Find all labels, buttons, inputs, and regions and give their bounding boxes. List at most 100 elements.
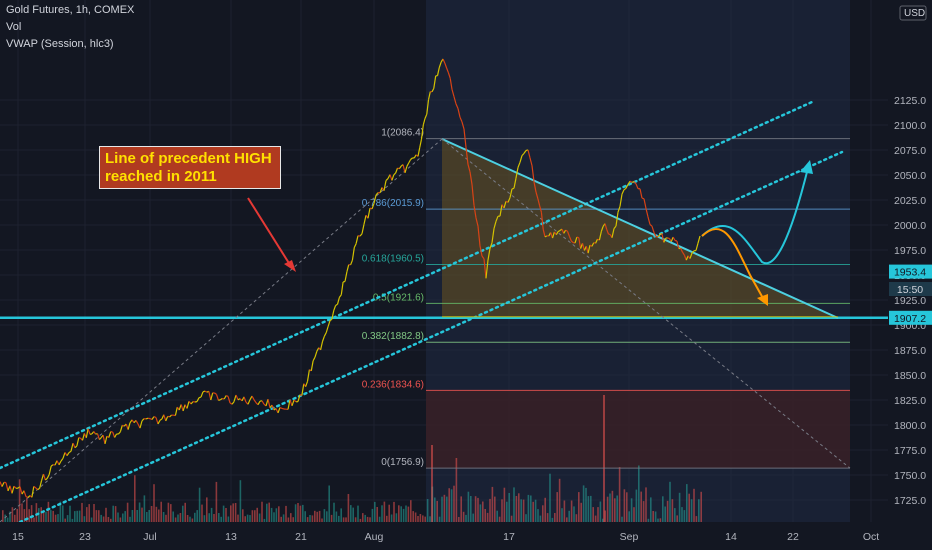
price-segment — [641, 197, 645, 200]
price-segment — [350, 260, 353, 266]
vwap-indicator-label: VWAP (Session, hlc3) — [6, 38, 114, 50]
price-segment — [301, 383, 305, 396]
price-segment — [566, 231, 570, 237]
volume-bar — [496, 510, 498, 522]
volume-bar — [158, 509, 160, 522]
volume-bar — [539, 515, 542, 522]
price-segment — [595, 238, 599, 244]
price-segment — [323, 332, 327, 337]
volume-bar — [177, 514, 179, 522]
price-segment — [420, 124, 424, 140]
volume-indicator-label: Vol — [6, 21, 22, 33]
volume-bar — [182, 505, 184, 522]
price-segment — [598, 231, 602, 241]
volume-bar — [350, 505, 352, 522]
price-segment — [66, 452, 70, 457]
volume-bar — [234, 503, 237, 522]
time-tick-label: Sep — [620, 531, 639, 543]
price-segment — [56, 460, 60, 466]
volume-bar — [563, 500, 566, 522]
price-segment — [459, 116, 463, 123]
price-segment — [657, 234, 661, 238]
price-segment — [235, 394, 239, 401]
volume-bar — [395, 513, 398, 522]
volume-bar — [40, 507, 42, 522]
price-segment — [667, 237, 670, 239]
price-segment — [11, 486, 15, 494]
fib-level-label: 1(2086.4) — [381, 128, 424, 139]
price-segment — [489, 242, 493, 249]
price-segment — [683, 254, 687, 261]
volume-bar — [503, 487, 506, 522]
volume-bar — [455, 458, 458, 522]
price-segment — [578, 237, 582, 249]
volume-bar — [501, 499, 503, 522]
volume-bar — [76, 510, 78, 522]
price-segment — [37, 487, 40, 491]
price-segment — [674, 239, 678, 242]
price-tick-label: 1800.0 — [894, 420, 926, 432]
volume-bar — [352, 507, 354, 522]
price-segment — [531, 165, 535, 182]
price-segment — [344, 271, 348, 282]
price-segment — [293, 399, 297, 403]
volume-bar — [587, 496, 590, 522]
price-segment — [697, 235, 701, 244]
volume-bar — [95, 510, 98, 522]
volume-bar — [184, 502, 186, 522]
volume-bar — [98, 510, 100, 522]
volume-bar — [290, 513, 292, 522]
price-segment — [68, 450, 72, 454]
volume-bar — [604, 510, 606, 522]
volume-bar — [518, 493, 520, 522]
volume-bar — [410, 500, 412, 522]
price-segment — [477, 226, 481, 246]
price-segment — [446, 67, 449, 73]
price-segment — [44, 477, 48, 481]
price-segment — [431, 88, 435, 93]
price-segment — [139, 420, 143, 429]
price-segment — [102, 434, 106, 445]
volume-bar — [477, 497, 479, 522]
time-tick-label: 23 — [79, 531, 91, 543]
volume-bar — [434, 497, 436, 522]
volume-bar — [628, 511, 630, 522]
price-segment — [408, 159, 412, 164]
shaded-zones — [426, 0, 850, 522]
price-segment — [551, 231, 555, 239]
volume-bar — [366, 516, 369, 522]
price-segment — [523, 150, 527, 154]
time-tick-label: 17 — [503, 531, 515, 543]
fib-level-label: 0.618(1960.5) — [362, 254, 424, 265]
price-segment — [5, 482, 9, 492]
price-segment — [422, 118, 426, 126]
volume-bar — [603, 395, 605, 522]
projection-up-path — [701, 167, 809, 265]
volume-bar — [143, 495, 146, 522]
price-segment — [373, 194, 377, 204]
price-segment — [661, 233, 665, 243]
trend-lines — [0, 100, 888, 524]
volume-bar — [659, 518, 662, 522]
volume-bar — [292, 517, 294, 522]
volume-bar — [64, 518, 66, 522]
volume-bar — [522, 499, 525, 522]
volume-bar — [126, 502, 129, 522]
price-segment — [367, 207, 371, 219]
volume-bar — [172, 511, 174, 522]
volume-bar — [206, 497, 208, 522]
price-segment — [533, 181, 537, 193]
price-segment — [186, 401, 190, 409]
price-segment — [643, 198, 647, 209]
volume-bar — [302, 504, 304, 522]
price-segment — [442, 58, 446, 64]
price-segment — [316, 347, 320, 352]
price-segment — [617, 206, 621, 213]
price-segment — [122, 424, 125, 427]
price-segment — [336, 297, 340, 305]
price-segment — [42, 473, 46, 481]
fibonacci-retracement: 1(2086.4) 0.786(2015.9) 0.618(1960.5) 0.5(1… — [362, 128, 850, 469]
volume-bar — [14, 514, 16, 522]
volume-bar — [525, 514, 527, 522]
